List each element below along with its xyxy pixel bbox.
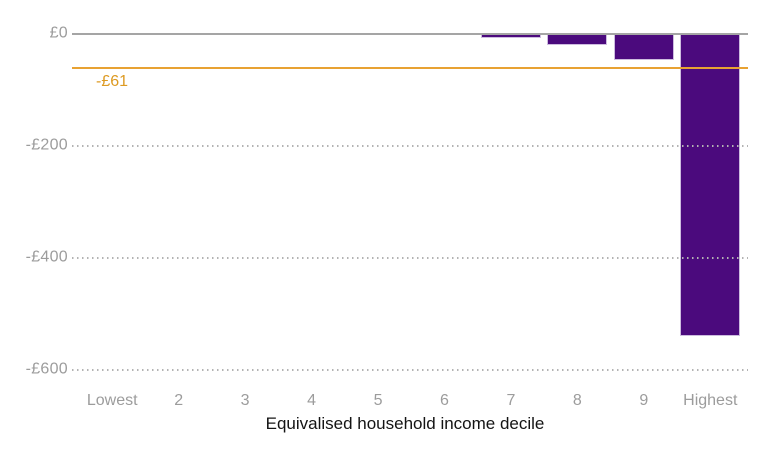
- x-tick-label-9: 9: [639, 392, 649, 409]
- x-tick-label-4: 4: [307, 392, 317, 409]
- gridline: [72, 257, 748, 259]
- bar-9: [613, 34, 674, 60]
- x-tick-label-3: 3: [240, 392, 250, 409]
- x-tick-label-highest: Highest: [683, 392, 738, 409]
- x-tick-label-5: 5: [373, 392, 383, 409]
- x-tick-label-6: 6: [440, 392, 449, 409]
- x-tick-label-lowest: Lowest: [86, 392, 138, 409]
- average-line: [72, 67, 748, 70]
- gridline: [72, 369, 748, 371]
- y-tick-label: -£200: [25, 136, 68, 154]
- bar-highest: [680, 34, 741, 337]
- x-axis-title: Equivalised household income decile: [265, 414, 545, 433]
- average-line-label: -£61: [96, 73, 129, 91]
- y-tick-label: -£600: [25, 360, 68, 378]
- x-tick-label-8: 8: [572, 392, 582, 409]
- zero-gridline: [72, 33, 748, 35]
- y-tick-label: -£400: [25, 248, 68, 266]
- x-tick-label-2: 2: [174, 392, 184, 409]
- y-tick-label: £0: [49, 24, 68, 42]
- bar-8: [547, 34, 608, 45]
- gridline: [72, 145, 748, 147]
- x-tick-label-7: 7: [506, 392, 516, 409]
